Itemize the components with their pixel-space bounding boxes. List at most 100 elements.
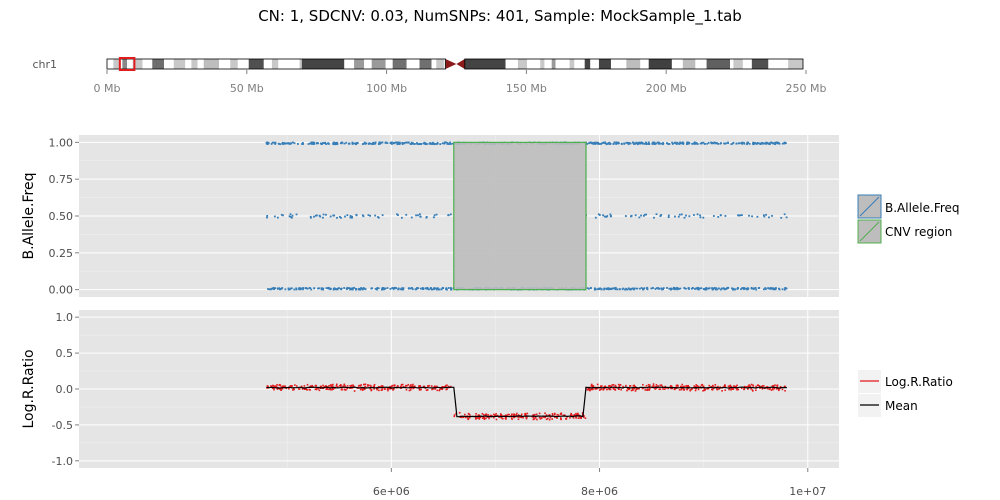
lrr-point — [723, 385, 726, 387]
baf-point — [762, 288, 765, 291]
baf-point — [340, 288, 343, 291]
baf-point — [629, 288, 632, 291]
baf-point — [676, 287, 678, 289]
baf-point — [415, 214, 417, 217]
lrr-point — [752, 390, 754, 392]
baf-point — [612, 142, 615, 145]
lrr-point — [291, 385, 293, 387]
lrr-point — [716, 388, 719, 391]
baf-point — [301, 142, 304, 144]
baf-point — [767, 142, 770, 145]
lrr-point — [645, 384, 648, 387]
chromosome-label: chr1 — [32, 58, 57, 71]
baf-point — [401, 141, 404, 144]
lrr-point — [526, 416, 528, 419]
ideogram-band — [122, 59, 128, 69]
baf-point — [443, 142, 446, 145]
ideogram-band — [385, 59, 393, 69]
baf-point — [660, 142, 663, 145]
baf-point — [287, 142, 290, 145]
ideogram-bands — [106, 57, 804, 71]
baf-point — [595, 141, 598, 144]
legend-key-cnv-line — [859, 221, 880, 242]
lrr-point — [690, 388, 693, 391]
baf-point — [386, 142, 389, 144]
lrr-point — [680, 388, 683, 391]
baf-point — [406, 141, 409, 144]
lrr-point — [342, 385, 344, 387]
lrr-point — [647, 383, 650, 386]
baf-point — [345, 141, 348, 144]
baf-point — [662, 143, 664, 146]
lrr-point — [618, 384, 621, 387]
baf-point — [593, 142, 596, 145]
lrr-point — [589, 389, 591, 392]
lrr-point — [588, 389, 590, 391]
baf-point — [424, 287, 427, 290]
baf-point — [757, 287, 760, 290]
lrr-point — [364, 385, 366, 388]
baf-point — [594, 288, 597, 290]
baf-point — [763, 215, 766, 218]
lrr-point — [438, 388, 441, 391]
lrr-point — [667, 387, 669, 390]
baf-point — [600, 143, 602, 145]
baf-point — [704, 142, 706, 145]
ideogram-band — [733, 59, 743, 69]
lrr-point — [681, 383, 684, 386]
lrr-point — [772, 388, 774, 390]
lrr-point — [734, 385, 736, 388]
lrr-point — [683, 389, 686, 391]
baf-point — [696, 287, 699, 290]
lrr-point — [781, 388, 784, 391]
lrr-point — [689, 389, 692, 392]
lrr-point — [706, 387, 708, 390]
lrr-point — [522, 416, 524, 419]
lrr-point — [517, 418, 520, 420]
baf-point — [616, 288, 619, 291]
baf-point — [727, 142, 729, 145]
lrr-point — [498, 416, 501, 418]
baf-point — [344, 215, 346, 218]
baf-point — [662, 142, 665, 144]
ideogram-band — [544, 59, 552, 69]
lrr-point — [732, 388, 735, 390]
lrr-point — [389, 385, 391, 388]
centromere-left — [445, 59, 457, 69]
lrr-point — [392, 389, 394, 391]
lrr-point — [525, 417, 528, 420]
baf-point — [716, 288, 718, 291]
lrr-point — [411, 385, 414, 387]
lrr-point — [769, 387, 772, 390]
lrr-point — [686, 385, 688, 387]
lrr-point — [474, 416, 477, 419]
lrr-point — [353, 390, 356, 392]
lrr-point — [281, 386, 283, 388]
lrr-point — [562, 414, 565, 417]
lrr-point — [445, 384, 447, 387]
baf-point — [361, 214, 364, 217]
baf-point — [656, 287, 659, 290]
baf-point — [272, 141, 275, 144]
lrr-point — [622, 385, 624, 388]
lrr-point — [677, 385, 679, 387]
baf-point — [660, 287, 663, 290]
baf-point — [443, 141, 446, 144]
lrr-point — [493, 416, 495, 419]
baf-point — [653, 141, 655, 144]
baf-point — [714, 142, 717, 144]
baf-point — [283, 142, 286, 144]
baf-point — [362, 142, 365, 145]
baf-point — [374, 141, 377, 144]
lrr-point — [688, 386, 690, 388]
lrr-point — [551, 412, 554, 415]
lrr-point — [328, 388, 330, 391]
lrr-point — [547, 417, 549, 420]
lrr-point — [695, 385, 697, 388]
lrr-point — [545, 414, 548, 416]
baf-point — [370, 142, 373, 145]
lrr-point — [338, 384, 341, 387]
baf-point — [674, 141, 677, 144]
lrr-point — [376, 387, 379, 390]
